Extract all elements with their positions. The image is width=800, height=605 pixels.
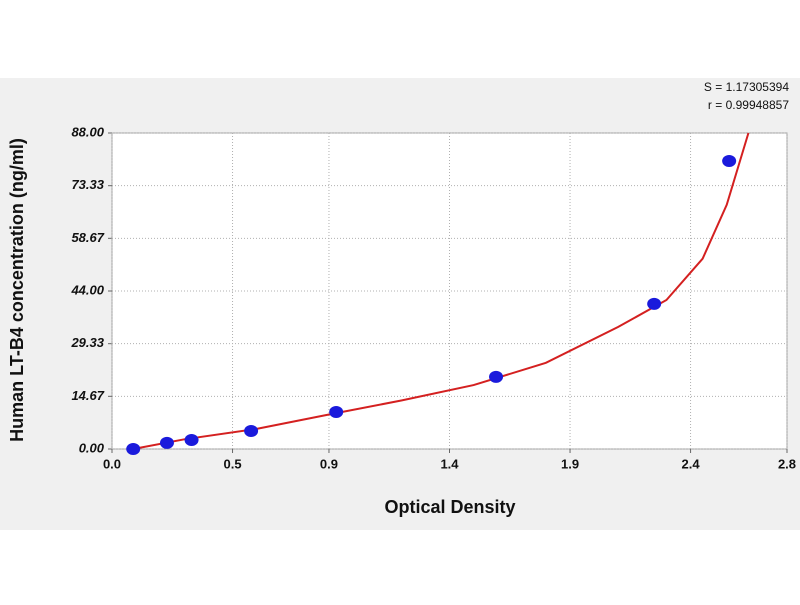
x-tick-label: 0.0 bbox=[103, 456, 121, 471]
data-point bbox=[329, 406, 344, 419]
y-tick-label: 29.33 bbox=[70, 335, 104, 350]
data-point bbox=[647, 297, 662, 310]
data-point bbox=[722, 155, 737, 168]
data-point bbox=[159, 436, 174, 449]
x-tick-label: 0.5 bbox=[223, 456, 241, 471]
y-tick-label: 88.00 bbox=[71, 124, 104, 139]
data-point bbox=[184, 434, 199, 447]
x-tick-label: 1.4 bbox=[440, 456, 459, 471]
y-tick-label: 0.00 bbox=[79, 440, 105, 455]
data-point bbox=[244, 425, 259, 438]
x-tick-label: 1.9 bbox=[561, 456, 579, 471]
y-tick-label: 58.67 bbox=[71, 230, 104, 245]
annotation: r = 0.99948857 bbox=[708, 98, 789, 112]
data-point bbox=[489, 370, 504, 383]
y-tick-label: 73.33 bbox=[71, 177, 104, 192]
annotation: S = 1.17305394 bbox=[704, 80, 789, 94]
y-tick-label: 44.00 bbox=[70, 282, 104, 297]
x-axis-label: Optical Density bbox=[384, 497, 515, 517]
x-tick-label: 0.9 bbox=[320, 456, 338, 471]
x-tick-label: 2.8 bbox=[778, 456, 796, 471]
x-tick-label: 2.4 bbox=[682, 456, 701, 471]
y-axis-label: Human LT-B4 concentration (ng/ml) bbox=[7, 138, 27, 442]
y-tick-label: 14.67 bbox=[71, 388, 104, 403]
data-point bbox=[126, 443, 141, 455]
